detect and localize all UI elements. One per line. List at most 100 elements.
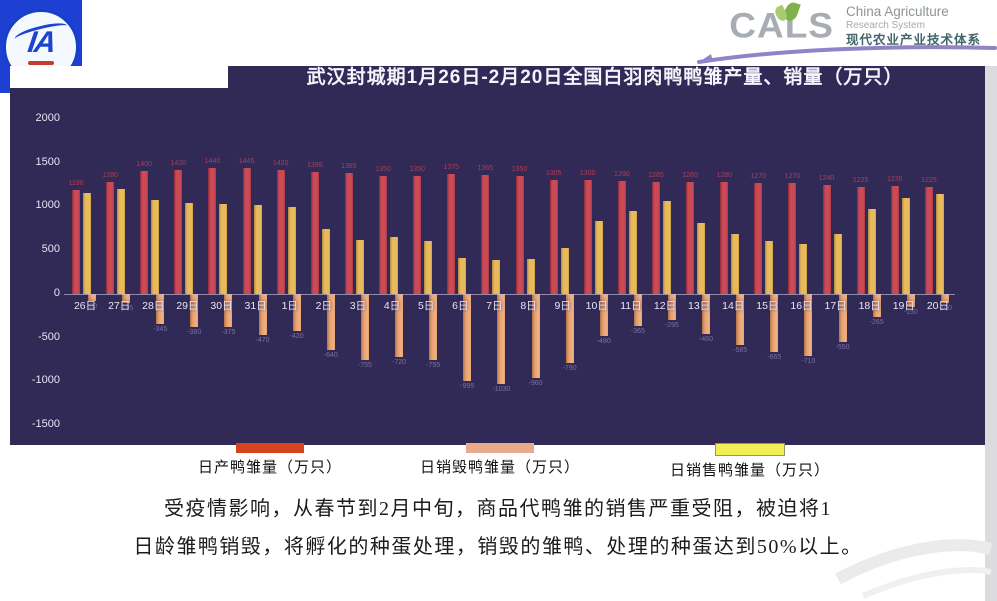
x-axis-label: 13日 <box>688 299 711 312</box>
legend-label-sold: 日销售鸭雏量（万只） <box>669 463 830 479</box>
x-axis-label: 29日 <box>176 299 199 312</box>
bar-production <box>106 181 115 294</box>
x-axis-label: 2日 <box>315 299 333 312</box>
zero-axis-line <box>64 293 955 295</box>
commentary-paragraph: 受疫情影响，从春节到2月中旬，商品代鸭雏的销售严重受阻，被迫将1 日龄雏鸭销毁，… <box>58 490 938 566</box>
x-axis-label: 1日 <box>281 299 298 312</box>
legend-item-destroyed: 日销毁鸭雏量（万只） <box>400 443 600 477</box>
plot-area: 2000 1500 1000 500 0 -500 -1000 -1500 26日 1190 -80… <box>32 112 955 430</box>
production-value-label: 1440 <box>204 157 221 165</box>
bar-sold <box>321 228 330 294</box>
destroyed-value-label: -710 <box>801 357 816 365</box>
bar-destroyed <box>940 293 949 303</box>
destroyed-value-label: -105 <box>119 305 134 313</box>
x-axis-label: 7日 <box>486 299 503 312</box>
cals-logo: CALS China Agriculture Research System 现… <box>729 0 981 47</box>
x-axis-label: 12日 <box>653 299 677 312</box>
destroyed-value-label: -265 <box>869 319 884 327</box>
bar-production <box>481 174 490 294</box>
production-value-label: 1290 <box>614 171 630 179</box>
y-axis-tick-label: 1500 <box>35 155 60 168</box>
bar-destroyed <box>156 293 165 324</box>
y-axis-tick-label: -1500 <box>31 418 60 430</box>
panel-white-notch <box>10 66 228 88</box>
production-value-label: 1420 <box>272 159 289 167</box>
production-value-label: 1350 <box>375 165 391 173</box>
y-axis-tick-label: -500 <box>37 330 60 343</box>
production-value-label: 1305 <box>545 169 562 177</box>
bar-production <box>686 181 695 294</box>
bar-destroyed <box>599 293 608 336</box>
institute-monogram: IA <box>25 26 57 59</box>
bar-destroyed <box>565 293 574 363</box>
bar-destroyed <box>804 293 813 356</box>
x-axis-label: 16日 <box>790 299 813 312</box>
bar-production <box>549 179 558 294</box>
bar-destroyed <box>906 293 915 307</box>
bar-destroyed <box>702 293 711 335</box>
production-value-label: 1300 <box>579 170 596 178</box>
destroyed-value-label: -470 <box>255 336 270 344</box>
bar-production <box>822 185 831 294</box>
x-axis-label: 9日 <box>554 299 571 312</box>
legend-item-sold: 日销售鸭雏量（万只） <box>650 443 850 480</box>
x-axis-label: 8日 <box>520 299 537 312</box>
destroyed-value-label: -1030 <box>492 385 511 393</box>
bar-sold <box>560 247 569 294</box>
bar-production <box>651 181 660 294</box>
bar-production <box>344 172 353 294</box>
destroyed-value-label: -480 <box>596 337 611 345</box>
destroyed-value-label: -365 <box>630 327 645 335</box>
production-value-label: 1400 <box>136 161 152 169</box>
bar-production <box>583 180 592 294</box>
x-axis-label: 30日 <box>210 299 233 312</box>
bar-production <box>617 181 626 294</box>
bar-destroyed <box>292 293 301 331</box>
legend-item-production: 日产鸭雏量（万只） <box>170 443 370 477</box>
production-value-label: 1280 <box>102 171 118 179</box>
destroyed-value-label: -960 <box>528 379 543 387</box>
destroyed-value-label: -345 <box>153 326 168 334</box>
bar-destroyed <box>360 293 369 360</box>
production-value-label: 1285 <box>648 171 664 179</box>
bar-destroyed <box>395 293 404 357</box>
x-axis-label: 20日 <box>926 299 950 312</box>
bar-destroyed <box>463 293 472 381</box>
production-value-label: 1190 <box>68 179 84 187</box>
bar-sold <box>458 258 467 294</box>
bar-destroyed <box>190 293 199 328</box>
bar-destroyed <box>88 293 96 301</box>
bar-sold <box>355 239 364 294</box>
bar-production <box>890 185 899 294</box>
x-axis-label: 18日 <box>858 299 881 312</box>
bar-sold <box>287 206 296 294</box>
bar-sold <box>594 220 603 294</box>
bar-destroyed <box>667 293 676 320</box>
destroyed-value-label: -100 <box>937 304 952 312</box>
bar-destroyed <box>736 293 745 345</box>
bar-sold <box>83 193 91 294</box>
production-value-label: 1225 <box>852 176 869 184</box>
x-axis-label: 15日 <box>756 299 779 312</box>
bar-sold <box>424 240 433 294</box>
destroyed-value-label: -755 <box>426 361 441 369</box>
bar-production <box>72 189 80 294</box>
commentary-line-1: 受疫情影响，从春节到2月中旬，商品代鸭雏的销售严重受阻，被迫将1 <box>164 498 832 520</box>
destroyed-value-label: -460 <box>699 336 714 344</box>
legend-label-production: 日产鸭雏量（万只） <box>197 460 342 476</box>
bar-sold <box>833 233 842 294</box>
destroyed-value-label: -420 <box>289 332 304 340</box>
destroyed-value-label: -380 <box>187 329 202 337</box>
destroyed-value-label: -755 <box>357 361 372 369</box>
chart-panel: 武汉封城期1月26日-2月20日全国白羽肉鸭鸭雏产量、销量（万只） 2000 15… <box>10 66 985 445</box>
bar-sold <box>390 237 399 294</box>
production-value-label: 1375 <box>443 163 460 171</box>
production-value-label: 1350 <box>511 165 528 173</box>
production-value-label: 1270 <box>750 172 767 180</box>
x-axis-label: 3日 <box>349 299 367 312</box>
bar-sold <box>731 233 740 294</box>
bar-sold <box>697 222 706 294</box>
bar-sold <box>662 200 671 294</box>
chart-title: 武汉封城期1月26日-2月20日全国白羽肉鸭鸭雏产量、销量（万只） <box>306 67 904 88</box>
bar-sold <box>935 193 944 294</box>
